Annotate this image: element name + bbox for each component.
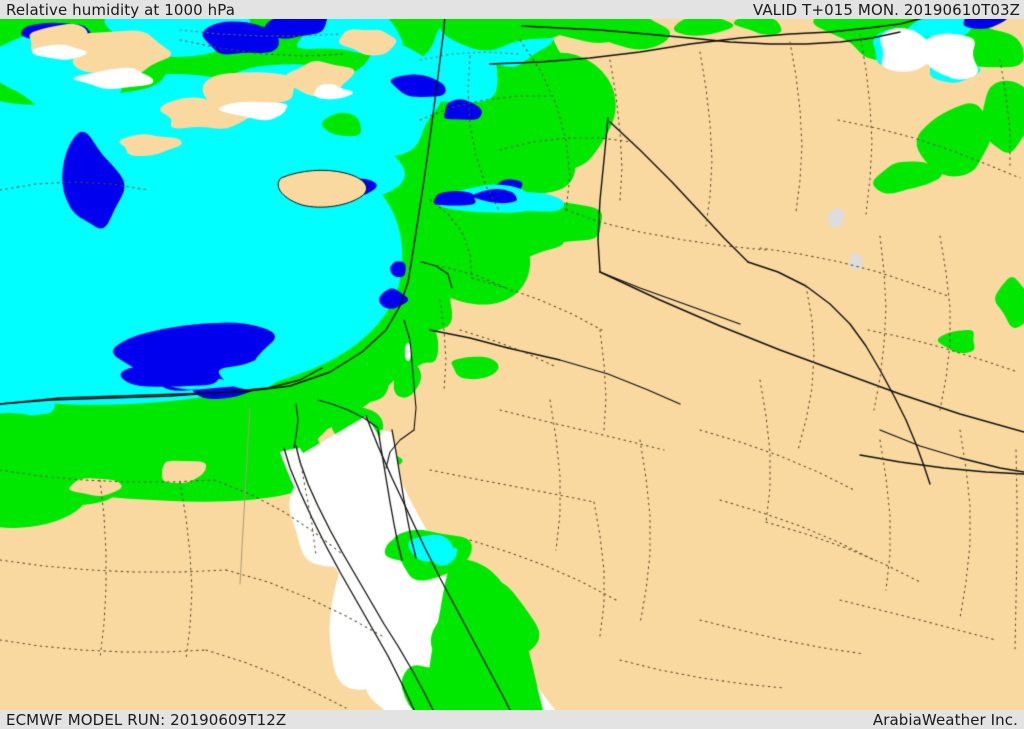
footer-bar [0, 710, 1024, 729]
provider-credit: ArabiaWeather Inc. [872, 711, 1018, 729]
model-run-label: ECMWF MODEL RUN: 20190609T12Z [6, 711, 287, 729]
header-bar [0, 0, 1024, 19]
map-title: Relative humidity at 1000 hPa [6, 1, 236, 19]
valid-time-label: VALID T+015 MON. 20190610T03Z [752, 1, 1020, 19]
